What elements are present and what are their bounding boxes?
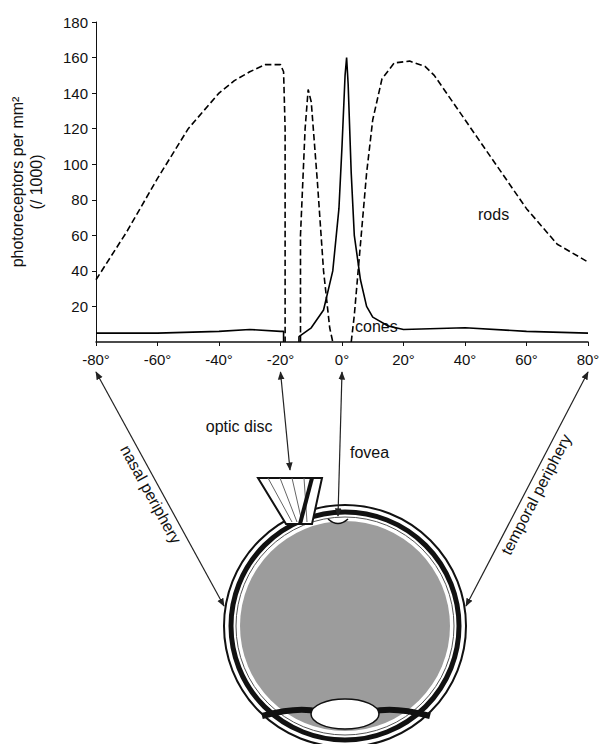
svg-text:rods: rods	[478, 206, 509, 223]
svg-text:40: 40	[71, 262, 88, 279]
svg-text:20°: 20°	[392, 351, 415, 368]
svg-text:temporal periphery: temporal periphery	[498, 431, 575, 557]
svg-text:-60°: -60°	[144, 351, 172, 368]
svg-text:60: 60	[71, 227, 88, 244]
svg-text:80: 80	[71, 191, 88, 208]
svg-text:fovea: fovea	[350, 444, 389, 461]
svg-text:80°: 80°	[577, 351, 600, 368]
svg-text:0°: 0°	[335, 351, 349, 368]
svg-text:120: 120	[63, 120, 88, 137]
svg-text:optic disc: optic disc	[206, 418, 273, 435]
svg-text:160: 160	[63, 49, 88, 66]
svg-text:(/ 1000): (/ 1000)	[28, 154, 45, 209]
svg-text:-80°: -80°	[82, 351, 110, 368]
svg-text:-20°: -20°	[267, 351, 295, 368]
svg-text:20: 20	[71, 298, 88, 315]
svg-text:60°: 60°	[515, 351, 538, 368]
svg-text:cones: cones	[355, 317, 398, 335]
svg-text:100: 100	[63, 156, 88, 173]
svg-text:180: 180	[63, 14, 88, 31]
svg-text:-40°: -40°	[205, 351, 233, 368]
svg-text:photoreceptors per mm²: photoreceptors per mm²	[9, 96, 26, 267]
svg-text:140: 140	[63, 85, 88, 102]
svg-text:40°: 40°	[454, 351, 477, 368]
svg-text:nasal periphery: nasal periphery	[117, 442, 184, 546]
